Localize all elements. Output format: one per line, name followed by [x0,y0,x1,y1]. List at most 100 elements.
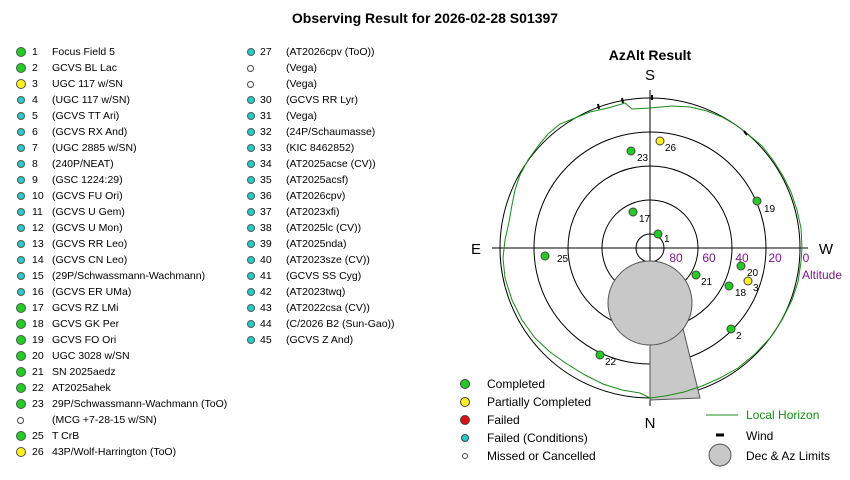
status-dot-failed-conditions [247,144,255,152]
altitude-label: Altitude [802,268,842,282]
target-number: 1 [32,46,38,58]
target-label: GCVS GK Per [52,318,120,330]
target-label: (AT2025lc (CV)) [286,222,362,234]
status-dot-completed [16,367,26,377]
target-marker [736,261,746,271]
target-number: 37 [260,206,272,218]
target-label: (AT2026cpv (ToO)) [286,46,375,58]
azalt-title: AzAlt Result [609,47,692,63]
target-number: 4 [32,94,38,106]
target-marker [626,146,636,156]
wind-mark [621,97,624,104]
target-label: (24P/Schaumasse) [286,126,376,138]
compass-west: W [819,241,834,258]
target-number: 38 [260,222,272,234]
status-dot-failed-conditions [247,272,255,280]
legend-completed-marker [460,379,470,389]
target-label: (AT2023twq) [286,286,346,298]
target-label: (KIC 8462852) [286,142,355,154]
target-label: (C/2026 B2 (Sun-Gao)) [286,318,395,330]
status-dot-failed-conditions [247,176,255,184]
target-label: (GCVS U Gem) [52,206,125,218]
target-label: (GCVS RR Lyr) [286,94,358,106]
target-label: (GCVS U Mon) [52,222,123,234]
target-number: 20 [32,350,44,362]
target-number: 36 [260,190,272,202]
target-label: (AT2023xfi) [286,206,340,218]
target-number: 44 [260,318,272,330]
target-label: (AT2023sze (CV)) [286,254,370,266]
legend-partial-label: Partially Completed [487,395,591,409]
target-number: 2 [32,62,38,74]
target-marker [726,324,736,334]
status-dot-failed-conditions [17,160,25,168]
alt-tick-0: 0 [803,251,810,265]
target-label: (GCVS FU Ori) [52,190,123,202]
local-horizon [502,102,803,399]
target-number: 41 [260,270,272,282]
target-marker [655,136,665,146]
target-label: (AT2026cpv) [286,190,346,202]
target-number: 42 [260,286,272,298]
target-number: 8 [32,158,38,170]
target-label: (GSC 1224:29) [52,174,123,186]
target-label: GCVS RZ LMi [52,302,119,314]
legend: Completed Partially Completed Failed Fai… [460,377,830,467]
target-number: 14 [32,254,44,266]
status-dot-failed-conditions [247,160,255,168]
status-dot-failed-conditions [247,48,255,56]
target-label: T CrB [52,430,80,442]
target-number: 33 [260,142,272,154]
target-marker-label: 26 [665,143,677,154]
target-label: (Vega) [286,62,317,74]
compass-north: N [645,415,656,432]
legend-failed-label: Failed [487,413,520,427]
target-number: 5 [32,110,38,122]
target-number: 35 [260,174,272,186]
target-marker [691,270,701,280]
target-number: 45 [260,334,272,346]
target-label: (MCG +7-28-15 w/SN) [52,414,157,426]
legend-missed-label: Missed or Cancelled [487,449,596,463]
target-number: 43 [260,302,272,314]
target-number: 40 [260,254,272,266]
target-label: (AT2022csa (CV)) [286,302,370,314]
status-dot-failed-conditions [247,128,255,136]
target-label: (GCVS CN Leo) [52,254,128,266]
status-dot-partially-completed [16,447,26,457]
target-label: (Vega) [286,78,317,90]
target-marker-label: 3 [753,283,759,294]
target-label: (GCVS Z And) [286,334,354,346]
target-number: 27 [260,46,272,58]
alt-tick-20: 20 [768,251,782,265]
status-dot-failed-conditions [17,272,25,280]
status-dot-completed [16,303,26,313]
status-dot-completed [16,431,26,441]
target-label: (GCVS RR Leo) [52,238,128,250]
target-label: 43P/Wolf-Harrington (ToO) [52,446,177,458]
status-dot-failed-conditions [247,208,255,216]
target-number: 12 [32,222,44,234]
target-label: UGC 117 w/SN [52,78,123,90]
status-dot-failed-conditions [247,224,255,232]
status-dot-failed-conditions [247,320,255,328]
legend-failed-conditions-label: Failed (Conditions) [487,431,588,445]
status-dot-completed [16,47,26,57]
target-marker [595,350,605,360]
target-marker [628,207,638,217]
target-label: GCVS BL Lac [52,62,117,74]
target-number: 22 [32,382,44,394]
target-marker-label: 20 [747,268,759,279]
target-marker [653,229,663,239]
page-title: Observing Result for 2026-02-28 S01397 [291,10,559,26]
target-number: 16 [32,286,44,298]
target-number: 18 [32,318,44,330]
target-number: 34 [260,158,272,170]
target-label: Focus Field 5 [52,46,116,58]
target-marker-label: 25 [557,254,569,265]
dec-az-limits [607,260,701,401]
target-number: 13 [32,238,44,250]
status-dot-failed-conditions [17,288,25,296]
status-dot-completed [16,63,26,73]
